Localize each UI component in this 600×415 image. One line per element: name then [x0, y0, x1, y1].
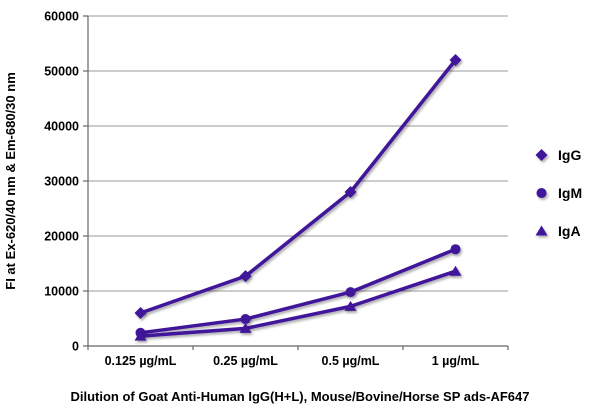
gridlines: [88, 15, 508, 292]
y-tick-label: 40000: [44, 120, 79, 134]
series-line-IgM: [140, 247, 457, 335]
x-tick-label: 0.125 µg/mL: [105, 354, 177, 368]
legend-marker-IgG: [535, 149, 548, 161]
legend-item-IgG: IgG: [527, 147, 581, 163]
marker-IgA-3: [449, 265, 462, 276]
legend-marker-IgM: [536, 188, 547, 198]
series-line-IgA: [140, 269, 457, 338]
marker-IgG-2: [344, 186, 357, 198]
series-line-IgG: [139, 58, 457, 315]
marker-IgG-1: [239, 270, 252, 283]
legend-label-IgM: IgM: [558, 185, 582, 201]
legend-label-IgG: IgG: [558, 147, 581, 163]
y-tick-label: 0: [72, 340, 79, 354]
y-tick-label: 20000: [44, 230, 79, 244]
y-tick-label: 50000: [44, 65, 79, 79]
marker-IgM-3: [450, 244, 461, 255]
legend-item-IgA: IgA: [527, 223, 581, 239]
legend: IgG IgM IgA: [527, 147, 582, 239]
y-tick-label: 60000: [44, 10, 79, 24]
data-series: [134, 54, 462, 341]
marker-IgM-1: [240, 314, 251, 325]
y-axis-title: FI at Ex-620/40 nm & Em-680/30 nm: [3, 72, 18, 289]
legend-marker-IgA: [535, 225, 548, 236]
x-tick-label: 1 µg/mL: [432, 354, 480, 368]
legend-label-IgA: IgA: [558, 223, 581, 239]
y-tick-label: 10000: [44, 285, 79, 299]
x-axis-title: Dilution of Goat Anti-Human IgG(H+L), Mo…: [70, 389, 529, 404]
marker-IgA-2: [344, 300, 357, 311]
marker-IgA-0: [134, 330, 147, 341]
marker-IgM-2: [345, 287, 356, 298]
marker-IgA-1: [239, 322, 252, 333]
marker-IgG-0: [134, 307, 147, 319]
y-tick-label: 30000: [44, 175, 79, 189]
x-tick-label: 0.5 µg/mL: [322, 354, 380, 368]
axes: 0 10000 20000 30000 40000 50000 60000 0.125 µg/…: [44, 10, 509, 368]
x-tick-label: 0.25 µg/mL: [213, 354, 278, 368]
legend-item-IgM: IgM: [527, 185, 582, 201]
marker-IgG-3: [449, 54, 462, 66]
